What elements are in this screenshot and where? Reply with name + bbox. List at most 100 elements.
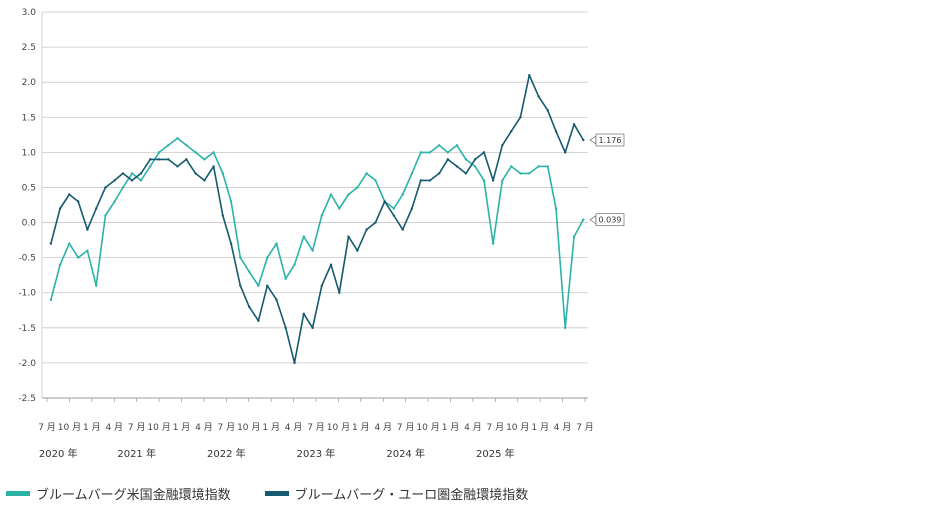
data-point (446, 151, 449, 154)
data-point (247, 270, 251, 273)
data-point (365, 172, 368, 175)
data-point (194, 172, 197, 175)
data-point (139, 179, 143, 182)
data-point (392, 214, 396, 217)
x-tick-label: 1 月 (352, 422, 370, 433)
data-point (86, 228, 89, 231)
x-tick-label: 4 月 (195, 422, 213, 433)
data-point (157, 151, 161, 154)
legend-swatch-us (6, 491, 30, 496)
data-point (329, 263, 333, 266)
data-point (320, 214, 324, 217)
data-point (311, 326, 314, 330)
data-point (572, 123, 576, 126)
x-tick-label: 4 月 (105, 422, 123, 433)
data-point (491, 179, 495, 182)
data-point (582, 138, 585, 142)
y-tick-label: -0.5 (18, 254, 36, 264)
callouts: 0.039 1.176 (589, 133, 625, 227)
data-point (383, 200, 386, 203)
data-point (401, 193, 404, 196)
callout-label: 1.176 (599, 136, 622, 145)
x-tick-label: 10 月 (327, 422, 350, 433)
data-point (167, 158, 170, 161)
x-tick-label: 10 月 (147, 422, 170, 433)
data-point (473, 158, 477, 161)
data-point (446, 158, 449, 161)
data-point (239, 256, 242, 259)
data-point (121, 172, 125, 175)
x-tick-label: 7 月 (128, 422, 146, 433)
x-tick-label: 10 月 (58, 422, 81, 433)
data-point (266, 256, 269, 259)
x-tick-label: 7 月 (218, 422, 236, 433)
series-line-0 (50, 137, 585, 329)
data-point (113, 200, 116, 203)
data-point (68, 193, 71, 196)
data-point (365, 228, 368, 231)
data-point (347, 235, 350, 238)
data-point (148, 158, 152, 161)
data-point (247, 305, 251, 308)
x-tick-label: 4 月 (554, 422, 572, 433)
x-year-label: 2022 年 (207, 447, 246, 460)
data-point (185, 144, 188, 147)
data-point (347, 193, 350, 196)
data-point (275, 242, 278, 245)
data-point (49, 298, 53, 301)
legend-item-euro: ブルームバーグ・ユーロ圏金融環境指数 (264, 484, 529, 503)
x-tick-label: 10 月 (416, 422, 439, 433)
legend-label-us: ブルームバーグ米国金融環境指数 (36, 488, 231, 503)
data-point (582, 218, 585, 221)
x-tick-label: 1 月 (83, 422, 101, 433)
data-point (491, 242, 495, 245)
y-tick-label: 1.0 (22, 148, 37, 158)
data-point (86, 249, 89, 252)
x-tick-label: 4 月 (285, 422, 303, 433)
data-point (148, 165, 152, 168)
data-point (554, 207, 558, 210)
x-tick-label: 1 月 (531, 422, 549, 433)
data-point (519, 172, 522, 175)
data-point (338, 207, 341, 210)
data-point (401, 228, 404, 231)
callout-label: 0.039 (599, 216, 622, 225)
data-point (537, 165, 540, 168)
y-tick-label: 2.5 (22, 43, 36, 53)
y-tick-label: 3.0 (22, 8, 37, 18)
data-point (194, 151, 197, 154)
x-tick-label: 4 月 (464, 422, 482, 433)
gridlines (42, 11, 588, 399)
data-point (428, 151, 432, 154)
data-point (130, 179, 134, 182)
data-point (501, 144, 504, 147)
data-point (419, 151, 423, 154)
data-point (501, 179, 504, 182)
data-point (113, 179, 116, 182)
data-point (464, 172, 468, 175)
legend-label-euro: ブルームバーグ・ユーロ圏金融環境指数 (294, 488, 529, 503)
data-point (302, 235, 305, 238)
data-point (284, 326, 287, 330)
data-point (563, 326, 567, 330)
data-point (482, 151, 486, 154)
y-axis: 3.0 2.5 2.0 1.5 1.0 0.5 0.0 -0.5 -1.0 -1.5 -2.0 -2.… (18, 8, 36, 404)
data-point (455, 144, 459, 147)
chart: 3.0 2.5 2.0 1.5 1.0 0.5 0.0 -0.5 -1.0 -1.5 -2.0 -2.… (18, 8, 625, 460)
data-point (212, 165, 215, 168)
data-point (528, 73, 531, 77)
y-tick-label: -1.5 (18, 324, 36, 334)
y-tick-label: -2.5 (18, 394, 36, 404)
data-point (130, 172, 134, 175)
data-point (464, 158, 468, 161)
y-tick-label: 0.0 (22, 219, 37, 229)
data-point (221, 214, 225, 217)
x-tick-label: 7 月 (397, 422, 415, 433)
x-year-label: 2024 年 (386, 447, 425, 460)
data-point (410, 172, 414, 175)
data-point (239, 284, 242, 287)
data-point (104, 186, 107, 189)
y-tick-label: 1.5 (22, 113, 36, 123)
data-point (510, 130, 513, 133)
